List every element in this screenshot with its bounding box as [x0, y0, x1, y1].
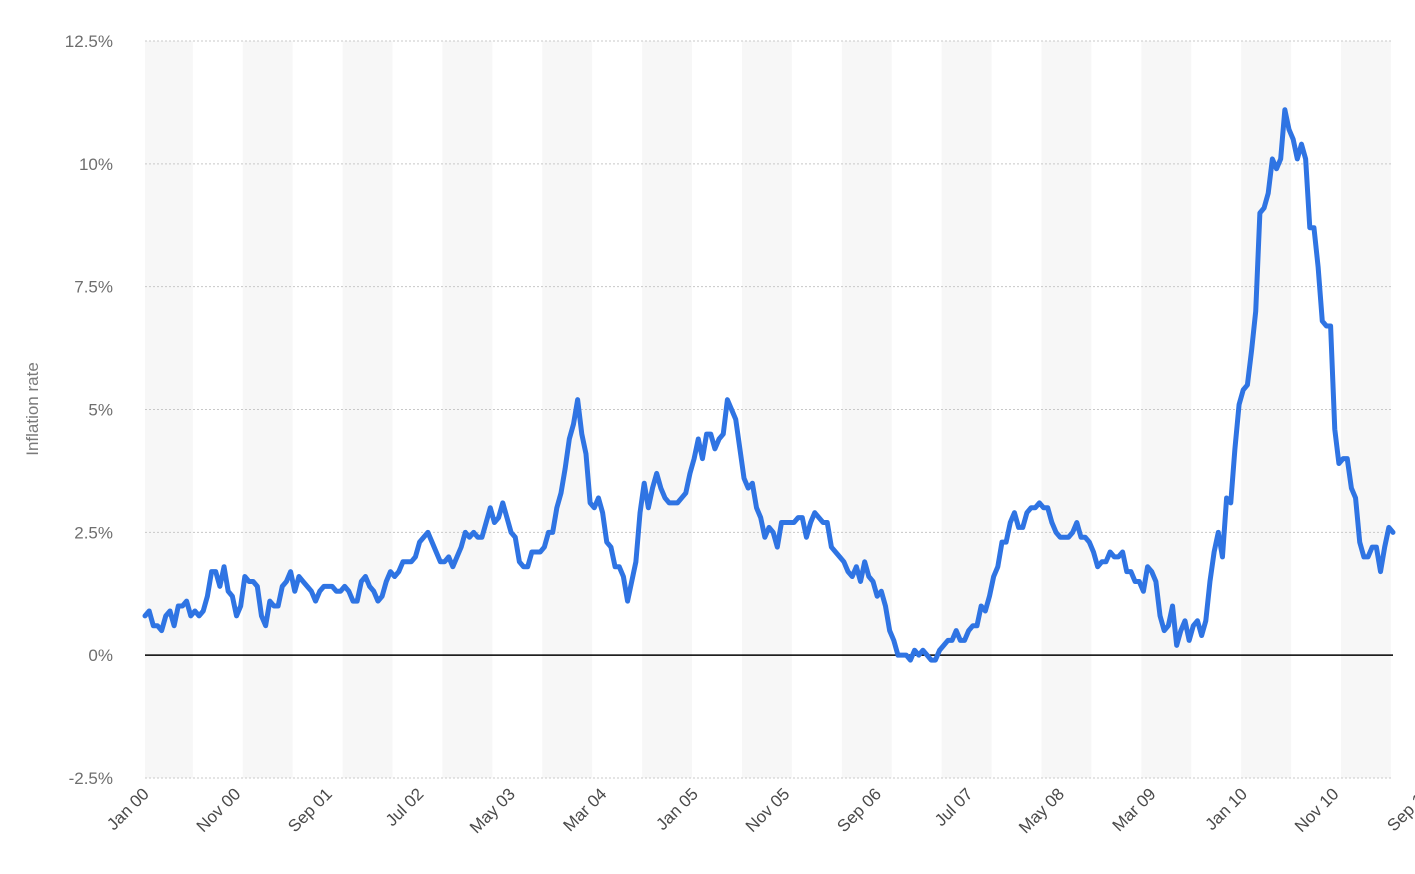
y-tick-label: 12.5% [65, 32, 113, 51]
x-tick-label: Nov 05 [742, 784, 794, 836]
x-tick-label: Jan 10 [1202, 784, 1252, 834]
x-tick-label: Jan 00 [103, 784, 153, 834]
x-tick-label: May 03 [466, 784, 519, 837]
x-axis-ticks: Jan 00 Nov 00 Sep 01 Jul 02 May 03 Mar 04 Jan … [103, 784, 1415, 837]
y-tick-label: 2.5% [74, 523, 113, 542]
grid-lines [145, 40, 1393, 779]
series-group [142, 107, 1396, 663]
x-tick-label: Nov 10 [1291, 784, 1343, 836]
x-tick-label: Mar 09 [1109, 784, 1160, 835]
y-tick-label: 7.5% [74, 278, 113, 297]
x-tick-label: May 08 [1015, 784, 1068, 837]
y-axis-ticks: 12.5% 10% 7.5% 5% 2.5% 0% -2.5% [65, 32, 113, 788]
alternating-year-bands [145, 41, 1391, 778]
y-tick-label: 5% [88, 401, 113, 420]
x-tick-label: Jan 05 [652, 784, 702, 834]
x-tick-label: Nov 00 [193, 784, 245, 836]
x-tick-label: Jul 02 [382, 784, 428, 830]
y-tick-label: 0% [88, 646, 113, 665]
y-axis-title: Inflation rate [23, 362, 42, 456]
x-tick-label: Sep 06 [833, 784, 885, 836]
y-tick-label: 10% [79, 155, 113, 174]
x-tick-label: Sep 01 [284, 784, 336, 836]
x-tick-label: Sep 11 [1383, 784, 1415, 835]
x-tick-label: Mar 04 [560, 784, 611, 835]
y-tick-label: -2.5% [69, 769, 113, 788]
series-line [142, 107, 1396, 663]
x-tick-label: Jul 07 [931, 784, 977, 830]
